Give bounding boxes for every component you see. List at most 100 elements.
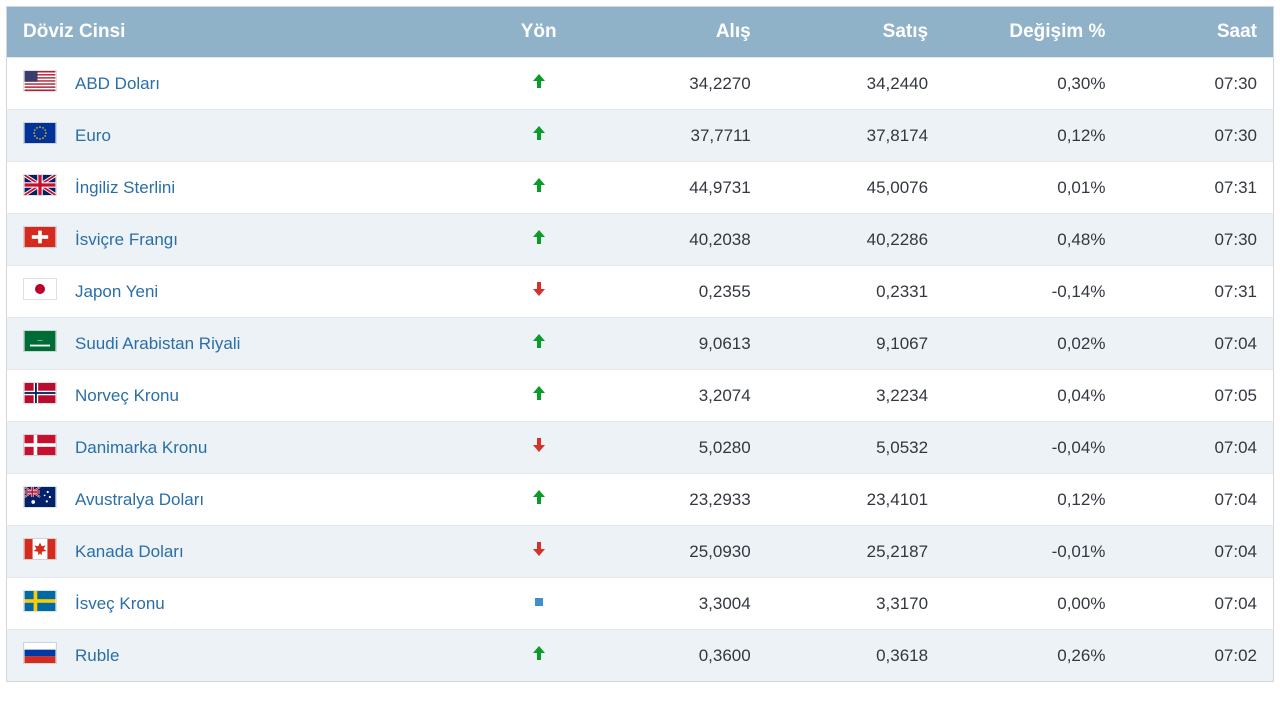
cell-time: 07:04 bbox=[1121, 578, 1273, 630]
cell-time: 07:31 bbox=[1121, 266, 1273, 318]
flag-icon bbox=[23, 642, 57, 669]
cell-change: 0,30% bbox=[944, 58, 1121, 110]
currency-name[interactable]: Japon Yeni bbox=[75, 282, 158, 302]
cell-buy: 25,0930 bbox=[589, 526, 766, 578]
currency-table: Döviz Cinsi Yön Alış Satış Değişim % Saa… bbox=[6, 6, 1274, 682]
cell-currency: ABD Doları bbox=[7, 58, 488, 110]
cell-time: 07:31 bbox=[1121, 162, 1273, 214]
arrow-down-icon bbox=[532, 437, 546, 453]
cell-currency: ـــ Suudi Arabistan Riyali bbox=[7, 318, 488, 370]
cell-change: 0,00% bbox=[944, 578, 1121, 630]
table-row[interactable]: Japon Yeni 0,2355 0,2331 -0,14% 07:31 bbox=[7, 266, 1274, 318]
cell-currency: Kanada Doları bbox=[7, 526, 488, 578]
cell-time: 07:30 bbox=[1121, 214, 1273, 266]
table-row[interactable]: ABD Doları 34,2270 34,2440 0,30% 07:30 bbox=[7, 58, 1274, 110]
cell-sell: 3,3170 bbox=[767, 578, 944, 630]
cell-direction bbox=[488, 266, 589, 318]
cell-buy: 3,2074 bbox=[589, 370, 766, 422]
cell-time: 07:30 bbox=[1121, 110, 1273, 162]
cell-direction bbox=[488, 526, 589, 578]
currency-name[interactable]: Euro bbox=[75, 126, 111, 146]
currency-name[interactable]: Ruble bbox=[75, 646, 119, 666]
cell-buy: 40,2038 bbox=[589, 214, 766, 266]
arrow-up-icon bbox=[532, 229, 546, 245]
cell-change: 0,04% bbox=[944, 370, 1121, 422]
cell-change: 0,26% bbox=[944, 630, 1121, 682]
cell-change: 0,12% bbox=[944, 110, 1121, 162]
cell-change: 0,48% bbox=[944, 214, 1121, 266]
table-row[interactable]: İngiliz Sterlini 44,9731 45,0076 0,01% 0… bbox=[7, 162, 1274, 214]
cell-sell: 3,2234 bbox=[767, 370, 944, 422]
flag-icon bbox=[23, 174, 57, 201]
cell-sell: 45,0076 bbox=[767, 162, 944, 214]
currency-name[interactable]: Danimarka Kronu bbox=[75, 438, 207, 458]
cell-sell: 37,8174 bbox=[767, 110, 944, 162]
table-header-row: Döviz Cinsi Yön Alış Satış Değişim % Saa… bbox=[7, 7, 1274, 58]
currency-name[interactable]: Suudi Arabistan Riyali bbox=[75, 334, 240, 354]
flag-icon bbox=[23, 70, 57, 97]
cell-sell: 23,4101 bbox=[767, 474, 944, 526]
cell-buy: 44,9731 bbox=[589, 162, 766, 214]
header-direction: Yön bbox=[488, 7, 589, 58]
currency-name[interactable]: Kanada Doları bbox=[75, 542, 184, 562]
cell-change: 0,02% bbox=[944, 318, 1121, 370]
currency-name[interactable]: ABD Doları bbox=[75, 74, 160, 94]
arrow-up-icon bbox=[532, 73, 546, 89]
header-time: Saat bbox=[1121, 7, 1273, 58]
table-row[interactable]: ـــ Suudi Arabistan Riyali 9,0613 9,1067… bbox=[7, 318, 1274, 370]
cell-currency: Norveç Kronu bbox=[7, 370, 488, 422]
currency-name[interactable]: İsveç Kronu bbox=[75, 594, 165, 614]
square-flat-icon bbox=[532, 595, 546, 609]
table-row[interactable]: Danimarka Kronu 5,0280 5,0532 -0,04% 07:… bbox=[7, 422, 1274, 474]
cell-sell: 40,2286 bbox=[767, 214, 944, 266]
flag-icon bbox=[23, 122, 57, 149]
cell-currency: Avustralya Doları bbox=[7, 474, 488, 526]
flag-icon bbox=[23, 538, 57, 565]
arrow-down-icon bbox=[532, 541, 546, 557]
flag-icon bbox=[23, 434, 57, 461]
cell-direction bbox=[488, 630, 589, 682]
arrow-up-icon bbox=[532, 489, 546, 505]
cell-sell: 9,1067 bbox=[767, 318, 944, 370]
table-row[interactable]: Avustralya Doları 23,2933 23,4101 0,12% … bbox=[7, 474, 1274, 526]
table-row[interactable]: İsveç Kronu 3,3004 3,3170 0,00% 07:04 bbox=[7, 578, 1274, 630]
table-row[interactable]: Norveç Kronu 3,2074 3,2234 0,04% 07:05 bbox=[7, 370, 1274, 422]
cell-sell: 0,3618 bbox=[767, 630, 944, 682]
table-row[interactable]: Euro 37,7711 37,8174 0,12% 07:30 bbox=[7, 110, 1274, 162]
cell-buy: 37,7711 bbox=[589, 110, 766, 162]
cell-direction bbox=[488, 162, 589, 214]
table-row[interactable]: Ruble 0,3600 0,3618 0,26% 07:02 bbox=[7, 630, 1274, 682]
cell-currency: İngiliz Sterlini bbox=[7, 162, 488, 214]
cell-sell: 25,2187 bbox=[767, 526, 944, 578]
currency-name[interactable]: Norveç Kronu bbox=[75, 386, 179, 406]
cell-direction bbox=[488, 110, 589, 162]
cell-time: 07:04 bbox=[1121, 318, 1273, 370]
arrow-up-icon bbox=[532, 645, 546, 661]
cell-time: 07:04 bbox=[1121, 474, 1273, 526]
svg-text:ـــ: ـــ bbox=[37, 337, 43, 343]
cell-time: 07:05 bbox=[1121, 370, 1273, 422]
cell-direction bbox=[488, 370, 589, 422]
cell-change: -0,14% bbox=[944, 266, 1121, 318]
flag-icon bbox=[23, 590, 57, 617]
flag-icon bbox=[23, 226, 57, 253]
cell-buy: 0,3600 bbox=[589, 630, 766, 682]
currency-name[interactable]: İngiliz Sterlini bbox=[75, 178, 175, 198]
cell-buy: 0,2355 bbox=[589, 266, 766, 318]
arrow-up-icon bbox=[532, 125, 546, 141]
currency-name[interactable]: İsviçre Frangı bbox=[75, 230, 178, 250]
table-row[interactable]: Kanada Doları 25,0930 25,2187 -0,01% 07:… bbox=[7, 526, 1274, 578]
cell-currency: İsveç Kronu bbox=[7, 578, 488, 630]
cell-buy: 5,0280 bbox=[589, 422, 766, 474]
cell-direction bbox=[488, 318, 589, 370]
flag-icon bbox=[23, 278, 57, 305]
currency-name[interactable]: Avustralya Doları bbox=[75, 490, 204, 510]
arrow-up-icon bbox=[532, 385, 546, 401]
table-row[interactable]: İsviçre Frangı 40,2038 40,2286 0,48% 07:… bbox=[7, 214, 1274, 266]
cell-direction bbox=[488, 422, 589, 474]
header-change: Değişim % bbox=[944, 7, 1121, 58]
cell-time: 07:02 bbox=[1121, 630, 1273, 682]
header-currency: Döviz Cinsi bbox=[7, 7, 488, 58]
cell-buy: 3,3004 bbox=[589, 578, 766, 630]
cell-direction bbox=[488, 214, 589, 266]
